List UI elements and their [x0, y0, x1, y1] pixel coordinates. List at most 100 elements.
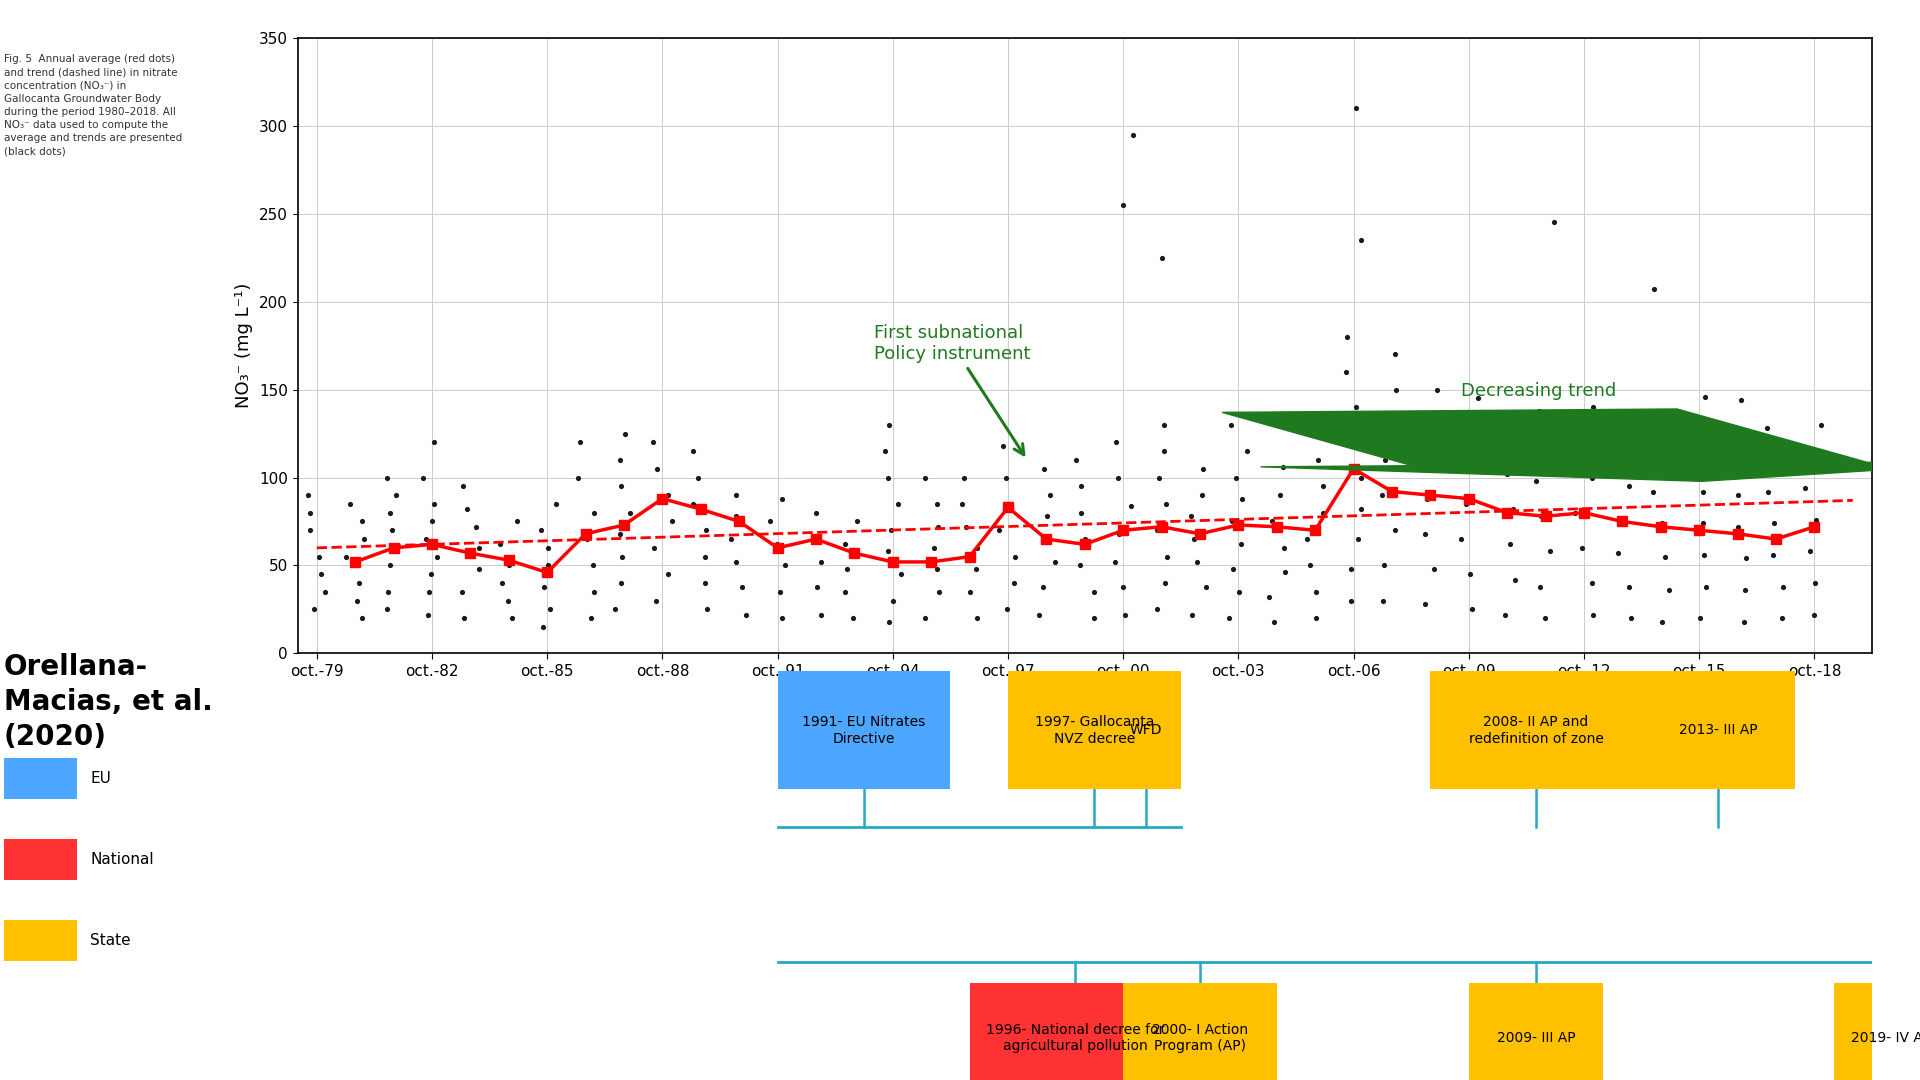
Point	[463, 561, 493, 578]
Point	[578, 583, 609, 600]
Point	[484, 536, 515, 553]
Point	[1027, 578, 1058, 595]
Point	[1457, 600, 1488, 618]
Point	[1380, 381, 1411, 399]
Point	[874, 613, 904, 631]
Point	[1617, 609, 1647, 626]
Point	[1117, 126, 1148, 144]
Text: First subnational
Policy instrument: First subnational Policy instrument	[874, 324, 1031, 455]
Point	[1494, 430, 1524, 447]
Point	[1079, 609, 1110, 626]
Point	[1342, 530, 1373, 548]
Point	[872, 469, 902, 486]
Point	[1152, 548, 1183, 565]
Point	[1759, 514, 1789, 531]
Point	[991, 600, 1021, 618]
Point	[1069, 530, 1100, 548]
Point	[1753, 483, 1784, 500]
Point	[1258, 513, 1288, 530]
Point	[1031, 508, 1062, 525]
Point	[1254, 589, 1284, 606]
Point	[1751, 420, 1782, 437]
Point	[806, 606, 837, 623]
Point	[305, 566, 336, 583]
Point	[1108, 197, 1139, 214]
Point	[1647, 451, 1678, 469]
Point	[924, 518, 954, 536]
Point	[947, 496, 977, 513]
Point	[1688, 546, 1718, 564]
Point	[1690, 388, 1720, 405]
Text: EU: EU	[90, 771, 111, 786]
Point	[572, 530, 603, 548]
Point	[1524, 578, 1555, 595]
Point	[413, 606, 444, 623]
Text: 2013- III AP: 2013- III AP	[1680, 724, 1757, 738]
Point	[1148, 416, 1179, 433]
Point	[877, 592, 908, 609]
FancyBboxPatch shape	[1430, 672, 1642, 789]
Point	[376, 522, 407, 539]
Point	[803, 578, 833, 595]
Point	[678, 496, 708, 513]
Point	[417, 566, 447, 583]
Point	[528, 578, 559, 595]
Point	[449, 609, 480, 626]
Point	[1688, 483, 1718, 500]
Point	[910, 609, 941, 626]
Point	[1225, 536, 1256, 553]
Point	[1638, 281, 1668, 298]
FancyBboxPatch shape	[1123, 672, 1169, 789]
Point	[1269, 564, 1300, 581]
Point	[348, 609, 378, 626]
Point	[492, 592, 522, 609]
Point	[1603, 444, 1634, 461]
Point	[609, 424, 639, 442]
Point	[1615, 578, 1645, 595]
Point	[1334, 592, 1365, 609]
Point	[1294, 557, 1325, 575]
Point	[1380, 522, 1411, 539]
Point	[950, 518, 981, 536]
Point	[924, 583, 954, 600]
Point	[1521, 472, 1551, 489]
Point	[614, 504, 645, 522]
Point	[1805, 416, 1836, 433]
Point	[1730, 581, 1761, 598]
Point	[1684, 609, 1715, 626]
Point	[1302, 451, 1332, 469]
Point	[962, 539, 993, 556]
Point	[1450, 460, 1480, 477]
Point	[1728, 613, 1759, 631]
Point	[493, 557, 524, 575]
Text: State: State	[90, 933, 131, 948]
Point	[532, 539, 563, 556]
Point	[1526, 508, 1557, 525]
Point	[1492, 465, 1523, 483]
Point	[1757, 546, 1788, 564]
Point	[732, 606, 762, 623]
Point	[1308, 477, 1338, 495]
Point	[1799, 575, 1830, 592]
Point	[885, 566, 916, 583]
Point	[831, 561, 862, 578]
Point	[532, 557, 563, 575]
Text: National: National	[90, 852, 154, 867]
Point	[1419, 455, 1450, 472]
Point	[1227, 490, 1258, 508]
Point	[497, 609, 528, 626]
Point	[1217, 561, 1248, 578]
Point	[1567, 539, 1597, 556]
Point	[874, 416, 904, 433]
Point	[605, 575, 636, 592]
Point	[1104, 525, 1135, 542]
Point	[1177, 606, 1208, 623]
Point	[342, 592, 372, 609]
Point	[991, 469, 1021, 486]
Point	[1188, 460, 1219, 477]
Point	[1269, 539, 1300, 556]
Point	[1108, 578, 1139, 595]
Point	[1601, 410, 1632, 428]
Point	[1079, 583, 1110, 600]
Point	[801, 529, 831, 546]
